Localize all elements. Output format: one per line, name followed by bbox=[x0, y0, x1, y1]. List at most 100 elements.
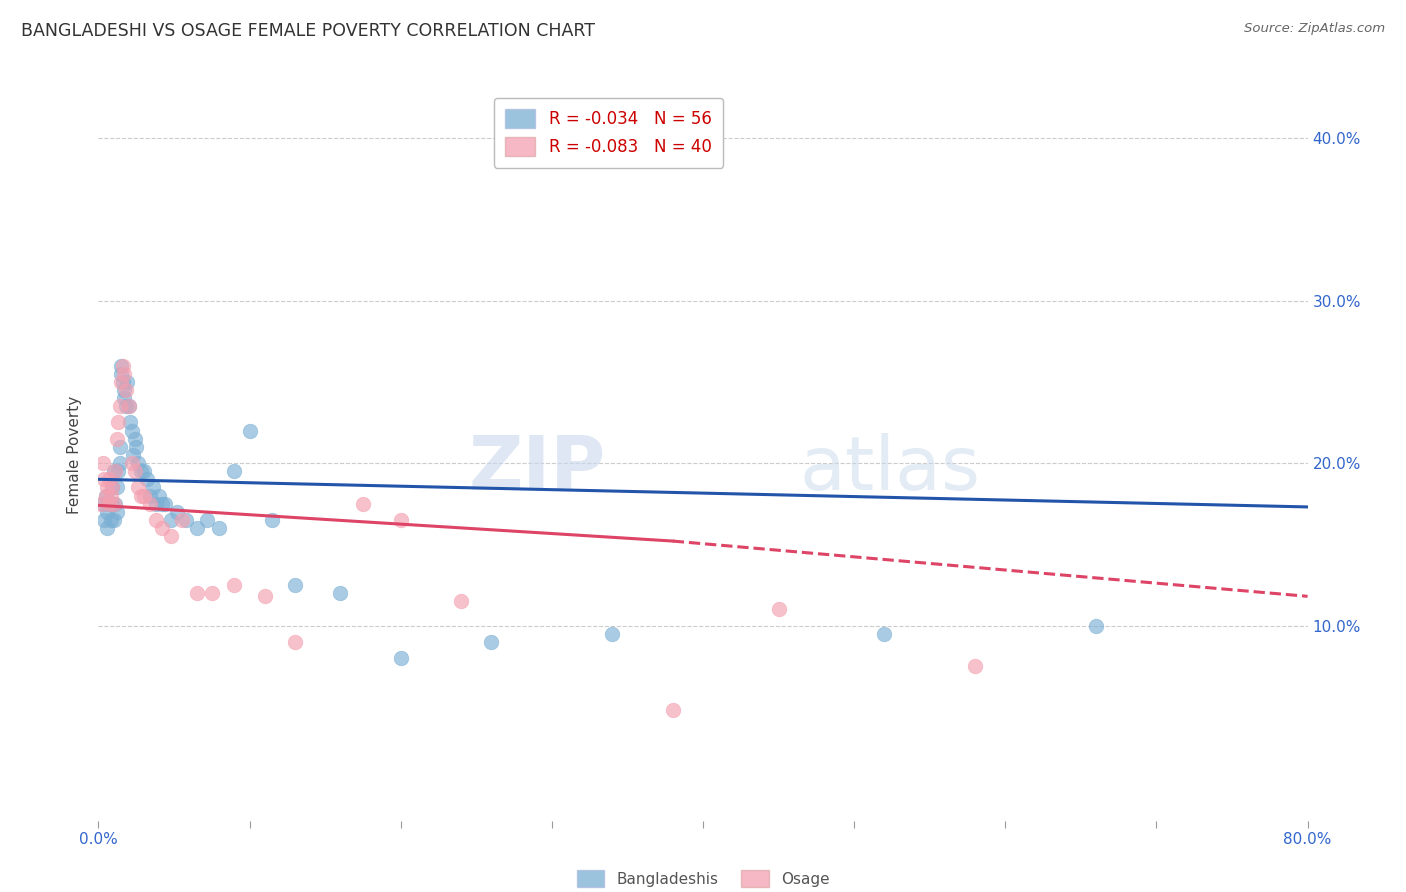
Point bbox=[98, 497, 121, 511]
Point bbox=[118, 399, 141, 413]
Point bbox=[121, 424, 143, 438]
Point bbox=[284, 578, 307, 592]
Point bbox=[100, 513, 122, 527]
Point bbox=[329, 586, 352, 600]
Point bbox=[103, 497, 125, 511]
Point bbox=[124, 464, 146, 478]
Point bbox=[135, 472, 157, 486]
Point bbox=[101, 480, 124, 494]
Point bbox=[166, 505, 188, 519]
Point bbox=[145, 497, 167, 511]
Point bbox=[127, 480, 149, 494]
Point bbox=[118, 399, 141, 413]
Point bbox=[101, 480, 124, 494]
Point bbox=[110, 367, 132, 381]
Point bbox=[96, 505, 118, 519]
Point bbox=[450, 594, 472, 608]
Point bbox=[389, 513, 412, 527]
Point bbox=[105, 480, 128, 494]
Point bbox=[127, 456, 149, 470]
Point bbox=[94, 489, 117, 503]
Point bbox=[115, 375, 138, 389]
Point bbox=[93, 472, 115, 486]
Point bbox=[90, 497, 112, 511]
Legend: Bangladeshis, Osage: Bangladeshis, Osage bbox=[571, 863, 835, 892]
Point bbox=[110, 359, 132, 373]
Point bbox=[481, 635, 503, 649]
Point bbox=[170, 513, 193, 527]
Point bbox=[91, 497, 114, 511]
Point bbox=[602, 626, 624, 640]
Point bbox=[103, 513, 125, 527]
Point bbox=[122, 448, 145, 462]
Point bbox=[195, 513, 218, 527]
Point bbox=[101, 497, 124, 511]
Point bbox=[160, 513, 183, 527]
Point bbox=[389, 651, 412, 665]
Point bbox=[96, 480, 118, 494]
Point bbox=[98, 497, 121, 511]
Point bbox=[284, 635, 307, 649]
Point bbox=[768, 602, 790, 616]
Point bbox=[124, 432, 146, 446]
Point bbox=[96, 521, 118, 535]
Text: BANGLADESHI VS OSAGE FEMALE POVERTY CORRELATION CHART: BANGLADESHI VS OSAGE FEMALE POVERTY CORR… bbox=[21, 22, 595, 40]
Text: atlas: atlas bbox=[800, 433, 981, 506]
Point bbox=[224, 464, 246, 478]
Point bbox=[111, 375, 134, 389]
Point bbox=[139, 489, 162, 503]
Text: ZIP: ZIP bbox=[470, 433, 606, 506]
Point bbox=[110, 375, 132, 389]
Point bbox=[139, 497, 162, 511]
Point bbox=[120, 416, 142, 430]
Point bbox=[93, 513, 115, 527]
Point bbox=[98, 472, 121, 486]
Point bbox=[129, 464, 152, 478]
Point bbox=[174, 513, 197, 527]
Point bbox=[112, 367, 135, 381]
Point bbox=[153, 497, 176, 511]
Point bbox=[201, 586, 224, 600]
Point bbox=[104, 464, 127, 478]
Point bbox=[105, 505, 128, 519]
Point bbox=[112, 391, 135, 405]
Point bbox=[239, 424, 262, 438]
Point bbox=[103, 464, 125, 478]
Point bbox=[114, 383, 136, 397]
Point bbox=[132, 464, 155, 478]
Point bbox=[114, 399, 136, 413]
Point bbox=[104, 497, 127, 511]
Point bbox=[352, 497, 374, 511]
Point bbox=[253, 590, 276, 604]
Point bbox=[262, 513, 284, 527]
Point bbox=[132, 489, 155, 503]
Point bbox=[186, 521, 208, 535]
Point bbox=[94, 489, 117, 503]
Point bbox=[107, 464, 129, 478]
Point bbox=[208, 521, 231, 535]
Point bbox=[105, 432, 128, 446]
Point bbox=[108, 399, 131, 413]
Point bbox=[145, 513, 167, 527]
Point bbox=[129, 489, 152, 503]
Point bbox=[111, 359, 134, 373]
Point bbox=[121, 456, 143, 470]
Point bbox=[142, 480, 165, 494]
Point bbox=[150, 521, 173, 535]
Point bbox=[108, 456, 131, 470]
Point bbox=[100, 489, 122, 503]
Point bbox=[108, 440, 131, 454]
Point bbox=[107, 416, 129, 430]
Point bbox=[150, 497, 173, 511]
Point bbox=[873, 626, 896, 640]
Text: Source: ZipAtlas.com: Source: ZipAtlas.com bbox=[1244, 22, 1385, 36]
Point bbox=[662, 703, 685, 717]
Y-axis label: Female Poverty: Female Poverty bbox=[67, 396, 83, 514]
Point bbox=[112, 383, 135, 397]
Point bbox=[91, 456, 114, 470]
Point bbox=[160, 529, 183, 543]
Point bbox=[186, 586, 208, 600]
Point bbox=[1085, 618, 1108, 632]
Point bbox=[125, 440, 148, 454]
Point bbox=[965, 659, 987, 673]
